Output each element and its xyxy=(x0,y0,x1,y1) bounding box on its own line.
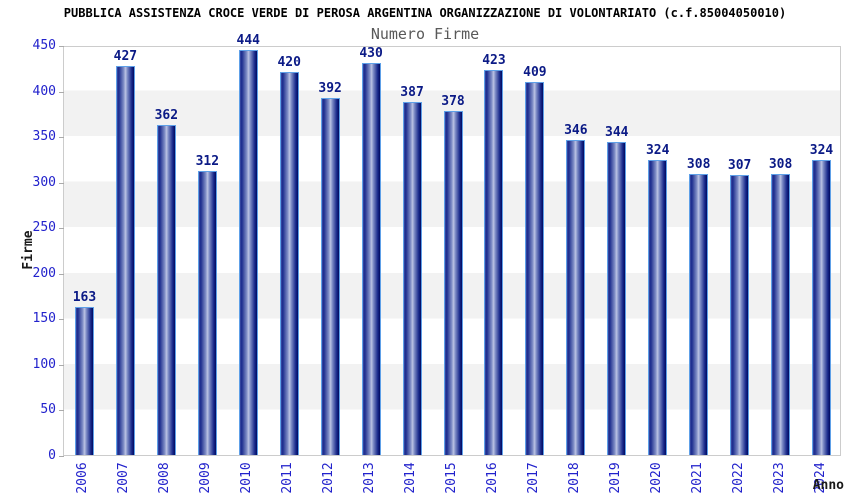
y-tick-label: 450 xyxy=(32,38,56,53)
x-tick-label: 2023 xyxy=(771,462,787,494)
chart-subtitle: Numero Firme xyxy=(370,25,480,43)
bar-value-label: 362 xyxy=(154,108,179,124)
bar xyxy=(812,159,832,455)
y-tick-mark xyxy=(59,274,64,275)
y-tick-mark xyxy=(59,410,64,411)
y-tick-label: 200 xyxy=(32,265,56,281)
bar-value-label: 308 xyxy=(768,157,793,173)
y-tick-mark xyxy=(59,228,64,229)
bar-value-label: 378 xyxy=(441,93,465,109)
y-tick-label: 100 xyxy=(32,356,56,372)
x-tick-label: 2014 xyxy=(403,462,419,494)
x-tick-label: 2007 xyxy=(116,462,132,494)
bar-value-label: 346 xyxy=(564,122,588,138)
x-tick-label: 2006 xyxy=(75,462,91,494)
y-tick-label: 300 xyxy=(32,174,56,190)
bar xyxy=(361,63,381,455)
bar xyxy=(730,175,750,455)
bar-value-label: 387 xyxy=(400,85,424,101)
bar xyxy=(648,159,668,455)
y-tick-mark xyxy=(59,137,64,138)
bar xyxy=(197,170,217,455)
x-tick-label: 2021 xyxy=(689,462,705,494)
bar-value-label: 430 xyxy=(359,46,383,62)
bar xyxy=(771,174,791,455)
x-tick-label: 2013 xyxy=(362,462,378,494)
bar xyxy=(320,97,340,455)
bar xyxy=(238,50,258,455)
bar xyxy=(115,65,135,455)
bar-value-label: 344 xyxy=(605,124,629,140)
x-tick-label: 2019 xyxy=(607,462,623,494)
bar-value-label: 324 xyxy=(809,142,834,158)
y-tick-mark xyxy=(59,46,64,47)
plot-area: 163 427 362 312 444 420 392 430 387 378 423 409 346 3… xyxy=(63,33,841,456)
bar xyxy=(443,110,463,455)
bar-value-label: 423 xyxy=(482,52,506,68)
x-tick-label: 2010 xyxy=(239,462,255,494)
y-tick-label: 400 xyxy=(32,83,56,99)
x-tick-label: 2020 xyxy=(648,462,664,494)
bar xyxy=(156,125,176,455)
bar-value-label: 392 xyxy=(318,80,342,96)
y-tick-label: 50 xyxy=(40,402,56,418)
bar-value-label: 308 xyxy=(686,157,711,173)
bar xyxy=(566,139,586,455)
chart-title: PUBBLICA ASSISTENZA CROCE VERDE DI PEROS… xyxy=(63,6,787,20)
bar-value-label: 324 xyxy=(645,142,670,158)
y-tick-mark xyxy=(59,319,64,320)
bar xyxy=(402,102,422,455)
bar-value-label: 163 xyxy=(72,289,97,305)
x-tick-label: 2016 xyxy=(484,462,500,494)
bar xyxy=(74,306,94,455)
bar-value-label: 409 xyxy=(523,65,547,81)
y-tick-mark xyxy=(59,365,64,366)
bar xyxy=(525,82,545,455)
x-axis-label: Anno xyxy=(812,478,844,493)
bar-value-label: 307 xyxy=(727,158,752,174)
bar xyxy=(607,141,627,455)
x-tick-label: 2011 xyxy=(280,462,296,494)
y-tick-label: 250 xyxy=(32,220,56,236)
bar xyxy=(279,72,299,455)
y-tick-mark xyxy=(59,183,64,184)
y-tick-mark xyxy=(59,92,64,93)
x-tick-label: 2022 xyxy=(730,462,746,494)
x-tick-label: 2008 xyxy=(157,462,173,494)
y-tick-label: 150 xyxy=(32,311,56,327)
bar xyxy=(484,69,504,455)
bar-value-label: 444 xyxy=(236,33,260,49)
x-tick-label: 2018 xyxy=(566,462,582,494)
x-tick-label: 2009 xyxy=(198,462,214,494)
y-tick-label: 0 xyxy=(48,448,56,463)
bar-value-label: 427 xyxy=(113,48,138,64)
bar-value-label: 420 xyxy=(277,55,301,71)
y-tick-mark xyxy=(59,456,64,457)
x-tick-label: 2017 xyxy=(525,462,541,494)
y-tick-label: 350 xyxy=(32,129,56,145)
bar xyxy=(689,174,709,455)
bar-value-label: 312 xyxy=(195,153,220,169)
x-tick-label: 2012 xyxy=(321,462,337,494)
x-tick-label: 2015 xyxy=(444,462,459,494)
